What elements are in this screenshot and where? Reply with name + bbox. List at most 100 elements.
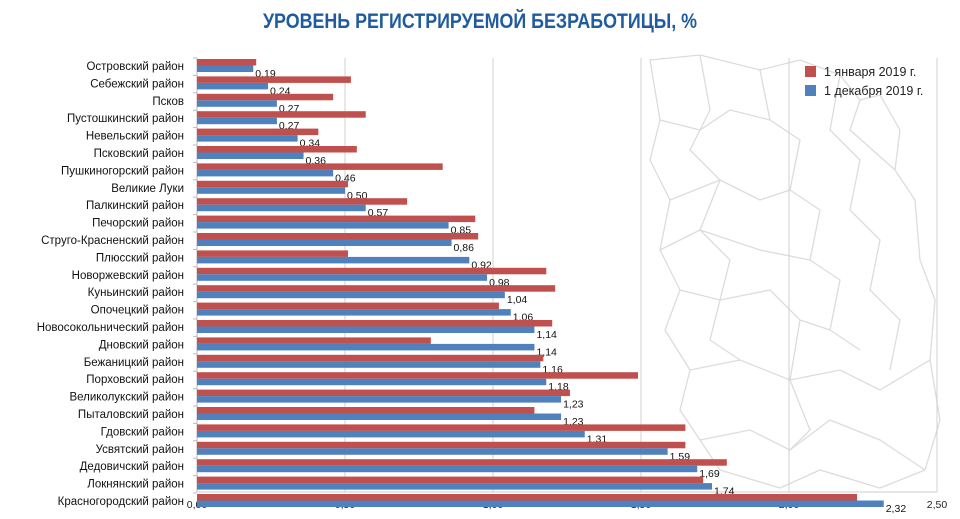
legend-label: 1 декабря 2019 г.	[824, 84, 923, 98]
bar-dec-2019	[197, 500, 884, 507]
bar-jan-2019	[197, 337, 431, 344]
data-label: 1,14	[536, 329, 557, 341]
map-outline	[689, 359, 931, 391]
bar-jan-2019	[197, 146, 357, 153]
map-outline	[699, 419, 926, 471]
bar-dec-2019	[197, 483, 713, 490]
bar-dec-2019	[197, 343, 535, 351]
bar-jan-2019	[197, 267, 547, 275]
bar-jan-2019	[197, 250, 348, 257]
category-label: Порховский район	[86, 374, 184, 386]
bar-jan-2019	[197, 180, 348, 188]
bar-jan-2019	[197, 59, 257, 66]
map-outline	[669, 179, 791, 201]
bar-jan-2019	[197, 424, 686, 431]
category-label: Пушкиногорский район	[61, 165, 184, 177]
bar-dec-2019	[197, 413, 562, 420]
bar-dec-2019	[197, 187, 345, 194]
map-outline	[709, 299, 741, 361]
bar-jan-2019	[197, 93, 334, 101]
legend-swatch	[805, 85, 816, 96]
bar-jan-2019	[197, 372, 639, 379]
data-label: 0,86	[454, 242, 475, 254]
category-label: Плюсский район	[96, 252, 184, 264]
bar-jan-2019	[197, 354, 544, 362]
category-label: Локнянский район	[87, 479, 184, 491]
legend-label: 1 января 2019 г.	[824, 65, 916, 79]
category-label: Великие Луки	[111, 183, 184, 195]
map-outline	[759, 69, 861, 351]
map-outline	[689, 54, 731, 301]
category-label: Дедовичский район	[80, 461, 184, 473]
chart-title: УРОВЕНЬ РЕГИСТРИРУЕМОЙ БЕЗРАБОТИЦЫ, %	[262, 10, 698, 33]
bar-dec-2019	[197, 274, 488, 281]
category-label: Палкинский район	[86, 200, 184, 212]
map-background	[649, 54, 941, 489]
category-label: Себежский район	[90, 78, 184, 90]
bar-dec-2019	[197, 135, 298, 142]
bar-dec-2019	[197, 465, 698, 473]
category-label: Новоржевский район	[72, 270, 184, 282]
bar-jan-2019	[197, 76, 351, 83]
bar-jan-2019	[197, 215, 476, 223]
bar-dec-2019	[197, 361, 541, 368]
category-label: Псков	[152, 96, 184, 108]
bar-dec-2019	[197, 326, 535, 333]
bar-dec-2019	[197, 169, 334, 177]
bar-dec-2019	[197, 378, 547, 386]
category-label: Псковский район	[94, 148, 184, 160]
bar-dec-2019	[197, 291, 505, 299]
category-label: Усвятский район	[96, 444, 184, 456]
category-label: Опочецкий район	[91, 305, 184, 317]
map-outline	[829, 74, 901, 371]
bar-jan-2019	[197, 111, 366, 118]
category-label: Новосокольнический район	[37, 322, 184, 334]
bar-jan-2019	[197, 285, 556, 292]
bar-dec-2019	[197, 396, 562, 403]
bar-jan-2019	[197, 233, 479, 240]
legend-swatch	[805, 66, 816, 77]
map-outline	[679, 289, 831, 331]
bar-jan-2019	[197, 441, 686, 449]
bar-dec-2019	[197, 256, 470, 264]
map-outline	[789, 319, 811, 451]
x-tick-label: 2,50	[927, 499, 948, 511]
data-label: 1,04	[507, 294, 528, 306]
map-outline	[659, 109, 771, 131]
bar-dec-2019	[197, 152, 304, 159]
category-label: Невельский район	[86, 131, 184, 143]
category-label: Куньинский район	[88, 287, 184, 299]
bar-dec-2019	[197, 430, 585, 438]
map-outline	[849, 99, 896, 171]
bar-dec-2019	[197, 448, 668, 455]
bar-dec-2019	[197, 222, 449, 229]
bar-jan-2019	[197, 128, 319, 136]
bar-jan-2019	[197, 476, 704, 484]
data-label: 1,69	[699, 468, 720, 480]
bar-jan-2019	[197, 407, 535, 414]
category-label: Дновский район	[99, 339, 184, 351]
bar-jan-2019	[197, 198, 408, 205]
category-label: Пыталовский район	[78, 409, 184, 421]
bar-jan-2019	[197, 459, 727, 466]
bar-dec-2019	[197, 82, 269, 90]
bar-dec-2019	[197, 239, 452, 246]
bar-jan-2019	[197, 320, 553, 327]
data-label: 2,32	[886, 503, 907, 515]
data-label: 1,23	[563, 399, 584, 411]
category-label: Пустошкинский район	[67, 113, 184, 125]
bar-dec-2019	[197, 117, 277, 125]
category-label: Струго-Красненский район	[41, 235, 184, 247]
category-label: Бежаницкий район	[84, 357, 184, 369]
category-label: Печорский район	[92, 218, 184, 230]
bar-dec-2019	[197, 65, 254, 72]
bar-jan-2019	[197, 302, 499, 310]
map-outline	[649, 54, 941, 489]
bar-jan-2019	[197, 389, 570, 397]
category-label: Великолукский район	[69, 392, 184, 404]
bar-jan-2019	[197, 494, 858, 501]
bar-jan-2019	[197, 163, 443, 170]
bar-dec-2019	[197, 100, 277, 107]
